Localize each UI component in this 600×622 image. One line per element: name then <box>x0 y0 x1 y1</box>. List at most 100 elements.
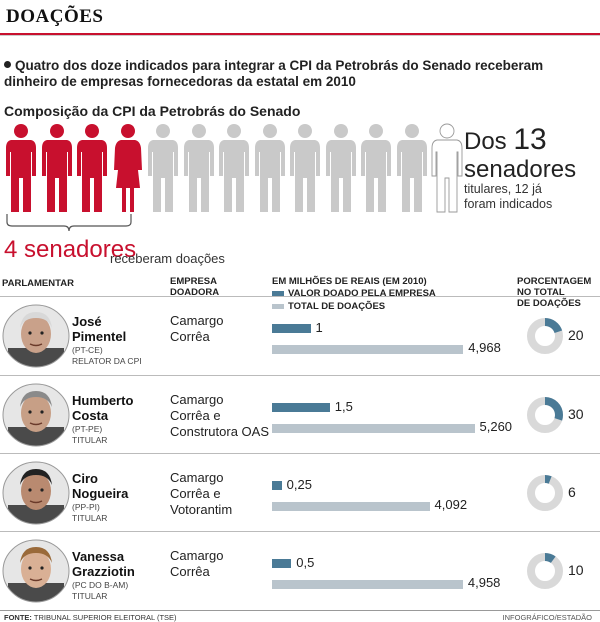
titulares-line2: foram indicados <box>464 197 553 211</box>
donut-background <box>527 553 563 589</box>
table-row: Humberto Costa (PT-PE) TITULAR Camargo Corrêa… <box>0 377 600 453</box>
senator-figure-indicated <box>325 124 356 212</box>
donor-company: Camargo Corrêa <box>170 548 223 580</box>
bar-valor-doado-label: 1 <box>315 320 323 335</box>
percentage-donut <box>527 553 563 589</box>
senator-figure-indicated <box>219 124 249 212</box>
column-header-parlamentar: PARLAMENTAR <box>2 278 74 289</box>
senator-figure-received <box>6 124 36 212</box>
row-divider <box>0 453 600 454</box>
donor-company: Camargo Corrêa e Votorantim <box>170 470 232 518</box>
senator-party: (PP-PI) TITULAR <box>72 502 107 524</box>
senator-party: (PC DO B-AM) TITULAR <box>72 580 128 602</box>
donor-company-line: Corrêa e <box>170 408 221 423</box>
bar-valor-doado-label: 0,5 <box>296 555 315 570</box>
donut-segment <box>527 553 563 589</box>
column-header-valores: EM MILHÕES DE REAIS (EM 2010) <box>272 276 427 287</box>
pct-line2: NO TOTAL <box>517 287 565 298</box>
bar-total-doacoes <box>272 345 464 354</box>
donor-company-line: Votorantim <box>170 502 233 517</box>
pct-line1: PORCENTAGEM <box>517 276 592 287</box>
empresa-line1: EMPRESA <box>170 276 217 287</box>
senator-name-line2: Costa <box>72 408 109 423</box>
title-rule-secondary <box>0 35 600 36</box>
bar-total-doacoes-label: 4,968 <box>468 340 501 355</box>
legend-valor-label: VALOR DOADO PELA EMPRESA <box>288 288 436 299</box>
senator-figure-indicated <box>290 124 320 212</box>
senator-party: (PT-PE) TITULAR <box>72 424 107 446</box>
donor-company: Camargo Corrêa <box>170 313 223 345</box>
senator-party-code: (PP-PI) <box>72 502 100 512</box>
donut-background <box>527 475 563 511</box>
senadores-word: senadores <box>464 156 577 183</box>
senator-figure-indicated <box>254 124 285 212</box>
donor-company-line: Camargo <box>170 548 224 563</box>
bar-total-doacoes <box>272 424 475 433</box>
donor-company-line: Corrêa <box>170 564 210 579</box>
senator-name: José Pimentel <box>72 314 126 344</box>
bar-valor-doado <box>272 559 292 568</box>
percentage-label: 30 <box>568 406 584 422</box>
senator-figure-indicated <box>148 124 178 212</box>
column-header-empresa: EMPRESA DOADORA <box>170 276 219 298</box>
composition-title: Composição da CPI da Petrobrás do Senado <box>4 103 301 119</box>
legend-total: TOTAL DE DOAÇÕES <box>272 301 385 312</box>
percentage-donut <box>527 475 563 511</box>
senator-name-line2: Nogueira <box>72 486 129 501</box>
intro-paragraph: Quatro dos doze indicados para integrar … <box>4 58 584 90</box>
senator-party-code: (PT-CE) <box>72 345 103 355</box>
donor-company-line: Corrêa e <box>170 486 221 501</box>
column-header-porcentagem: PORCENTAGEM NO TOTAL DE DOAÇÕES <box>517 276 591 309</box>
senator-party: (PT-CE) RELATOR DA CPI <box>72 345 142 367</box>
source-label: FONTE: <box>4 613 32 622</box>
senator-name-line2: Pimentel <box>72 329 127 344</box>
senator-name: Vanessa Grazziotin <box>72 549 135 579</box>
donut-segment <box>527 475 563 511</box>
titulares-line1: titulares, 12 já <box>464 182 542 196</box>
dos-prefix: Dos <box>464 128 507 155</box>
donor-company-line: Construtora OAS <box>170 424 269 439</box>
legend-total-label: TOTAL DE DOAÇÕES <box>288 301 386 312</box>
donut-segment <box>527 397 563 433</box>
bar-valor-doado-label: 1,5 <box>334 399 353 414</box>
legend-valor-swatch <box>272 291 284 296</box>
senator-name: Humberto Costa <box>72 393 133 423</box>
senator-figure-pending <box>431 123 463 213</box>
senator-role: RELATOR DA CPI <box>72 356 142 366</box>
senator-party-code: (PT-PE) <box>72 424 103 434</box>
row-divider <box>0 296 600 297</box>
avatar <box>2 304 70 368</box>
pct-line3: DE DOAÇÕES <box>517 298 581 309</box>
bar-valor-doado <box>272 481 282 490</box>
senator-figure-received <box>41 124 72 212</box>
brace-bracket <box>6 214 132 232</box>
titulares-note: titulares, 12 já foram indicados <box>464 182 584 212</box>
total-senators-label: Dos 13 senadores <box>464 125 577 184</box>
percentage-label: 10 <box>568 562 584 578</box>
intro-text: Quatro dos doze indicados para integrar … <box>4 58 544 89</box>
received-text: receberam doações <box>110 251 225 266</box>
senator-name-line2: Grazziotin <box>72 564 135 579</box>
bar-total-doacoes-label: 5,260 <box>479 419 513 434</box>
senator-role: TITULAR <box>72 435 108 445</box>
page-title: DOAÇÕES <box>6 6 104 27</box>
senator-name-line1: Vanessa <box>72 549 125 564</box>
senator-figure-indicated <box>396 124 427 212</box>
table-row: Vanessa Grazziotin (PC DO B-AM) TITULAR Cama… <box>0 533 600 609</box>
senator-party-code: (PC DO B-AM) <box>72 580 129 590</box>
bar-total-doacoes <box>272 580 463 589</box>
row-divider <box>0 531 600 532</box>
donut-segment <box>527 318 563 354</box>
percentage-label: 20 <box>568 327 584 343</box>
avatar <box>2 461 70 525</box>
senator-name-line1: Humberto <box>72 393 134 408</box>
senator-figure-indicated <box>361 124 391 212</box>
bar-total-doacoes-label: 4,092 <box>434 497 468 512</box>
senator-figure-received <box>77 124 107 212</box>
source-text: TRIBUNAL SUPERIOR ELEITORAL (TSE) <box>33 613 177 622</box>
percentage-label: 6 <box>568 484 576 500</box>
footer-rule <box>0 610 600 611</box>
senator-figure-received <box>113 124 142 212</box>
donor-company-line: Camargo <box>170 313 224 328</box>
senator-name-line1: Ciro <box>72 471 98 486</box>
